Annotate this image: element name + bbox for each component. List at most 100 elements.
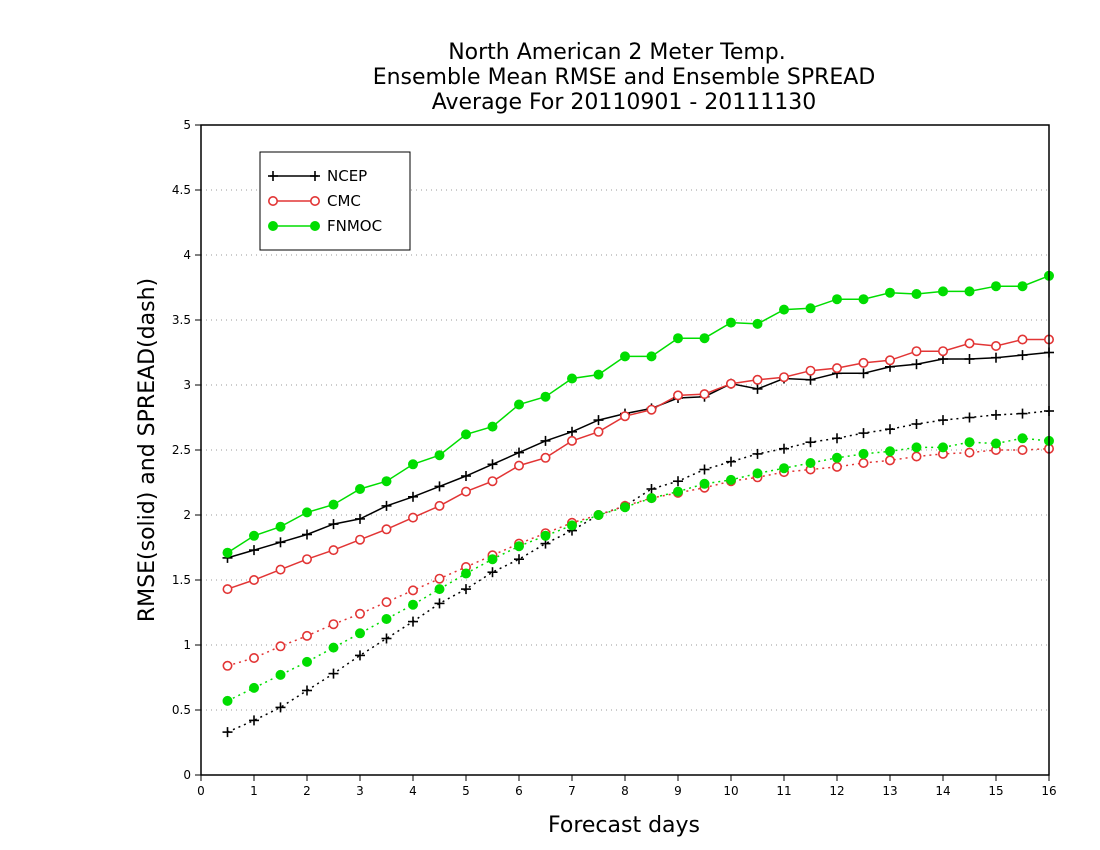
point-cmc-rmse <box>990 340 1001 351</box>
point-fnmoc-spread <box>249 682 259 693</box>
point-ncep-spread <box>381 633 392 644</box>
y-tick-label: 0.5 <box>172 703 191 717</box>
point-fnmoc-rmse <box>249 530 259 541</box>
legend-label-cmc: CMC <box>327 192 361 210</box>
point-fnmoc-rmse <box>222 547 233 558</box>
legend-item-fnmoc: FNMOC <box>268 217 382 235</box>
y-tick-label: 4.5 <box>172 183 191 197</box>
x-tick-label: 8 <box>621 784 629 798</box>
point-cmc-spread <box>328 619 339 630</box>
point-ncep-rmse <box>487 459 498 470</box>
point-fnmoc-spread <box>434 584 445 595</box>
point-fnmoc-spread <box>779 463 789 474</box>
point-cmc-rmse <box>884 355 895 366</box>
point-fnmoc-rmse <box>938 286 948 297</box>
point-cmc-spread <box>301 630 312 641</box>
y-tick-label: 3.5 <box>172 313 191 327</box>
x-tick-label: 7 <box>568 784 576 798</box>
y-tick-label: 0 <box>183 768 191 782</box>
point-ncep-rmse <box>964 354 975 364</box>
point-fnmoc-spread <box>408 599 418 610</box>
point-ncep-rmse <box>249 545 259 556</box>
point-cmc-rmse <box>301 554 312 565</box>
x-tick-label: 2 <box>303 784 311 798</box>
point-cmc-rmse <box>699 389 710 400</box>
point-ncep-spread <box>1017 408 1028 419</box>
point-fnmoc-spread <box>275 669 286 680</box>
point-ncep-spread <box>699 464 710 475</box>
legend-item-ncep: NCEP <box>268 167 367 185</box>
point-fnmoc-rmse <box>381 476 392 487</box>
point-cmc-rmse <box>540 452 551 463</box>
ncep-rmse-line <box>227 351 1050 559</box>
point-fnmoc-rmse <box>275 521 286 532</box>
point-cmc-rmse <box>778 372 789 383</box>
x-tick-label: 11 <box>776 784 791 798</box>
fnmoc-rmse-line <box>227 275 1050 554</box>
cmc-spread-line <box>227 447 1050 667</box>
point-cmc-rmse <box>752 374 763 385</box>
point-fnmoc-spread <box>699 478 710 489</box>
point-ncep-spread <box>911 419 922 429</box>
y-tick-label: 2.5 <box>172 443 191 457</box>
point-cmc-spread <box>434 573 445 584</box>
point-ncep-rmse <box>381 500 392 511</box>
point-fnmoc-spread <box>222 695 233 706</box>
point-cmc-spread <box>407 585 418 596</box>
legend-item-cmc: CMC <box>267 192 361 210</box>
y-tick-label: 4 <box>183 248 191 262</box>
x-tick-label: 0 <box>197 784 205 798</box>
point-cmc-spread <box>1017 444 1028 455</box>
point-fnmoc-rmse <box>726 317 736 328</box>
point-fnmoc-rmse <box>858 294 869 305</box>
y-tick-label: 2 <box>183 508 191 522</box>
point-cmc-rmse <box>407 512 418 523</box>
x-tick-label: 10 <box>723 784 738 798</box>
point-fnmoc-rmse <box>885 287 895 298</box>
point-ncep-spread <box>805 437 816 448</box>
point-ncep-spread <box>646 484 657 494</box>
point-ncep-spread <box>673 476 683 487</box>
x-tick-label: 14 <box>935 784 950 798</box>
point-cmc-rmse <box>513 460 524 471</box>
point-cmc-spread <box>858 457 869 468</box>
x-tick-label: 16 <box>1041 784 1056 798</box>
y-tick-label: 5 <box>183 118 191 132</box>
point-cmc-spread <box>275 641 286 652</box>
point-cmc-spread <box>831 461 842 472</box>
point-cmc-rmse <box>275 564 286 575</box>
point-fnmoc-spread <box>938 442 948 453</box>
x-axis-title: Forecast days <box>548 813 700 838</box>
point-ncep-spread <box>726 456 736 467</box>
point-fnmoc-spread <box>885 446 895 457</box>
point-fnmoc-spread <box>381 614 392 624</box>
chart-title: North American 2 Meter Temp. Ensemble Me… <box>373 40 876 115</box>
point-ncep-spread <box>461 584 471 595</box>
point-fnmoc-rmse <box>752 318 763 329</box>
point-fnmoc-rmse <box>832 294 842 305</box>
point-legend-fnmoc-end <box>310 221 320 231</box>
point-fnmoc-rmse <box>646 351 657 362</box>
point-ncep-rmse <box>355 513 365 524</box>
point-fnmoc-spread <box>646 493 657 504</box>
x-tick-label: 3 <box>356 784 364 798</box>
point-legend-ncep-start <box>268 171 278 181</box>
point-fnmoc-rmse <box>461 429 471 440</box>
point-cmc-spread <box>911 451 922 462</box>
point-fnmoc-rmse <box>964 286 975 297</box>
legend-label-ncep: NCEP <box>327 167 367 185</box>
point-cmc-rmse <box>460 486 471 497</box>
point-fnmoc-rmse <box>487 421 498 432</box>
point-fnmoc-spread <box>514 541 524 552</box>
point-ncep-spread <box>858 428 869 439</box>
x-axis: 0 1 2 3 4 5 6 7 8 9 10 11 12 13 14 15 16 <box>197 775 1057 798</box>
point-legend-cmc-start <box>267 196 278 207</box>
point-ncep-spread <box>885 424 895 435</box>
point-ncep-spread <box>355 650 365 661</box>
point-fnmoc-rmse <box>355 484 365 494</box>
point-fnmoc-rmse <box>673 333 683 344</box>
point-ncep-spread <box>249 715 259 726</box>
point-fnmoc-rmse <box>567 373 577 384</box>
point-fnmoc-spread <box>726 474 736 485</box>
point-fnmoc-spread <box>964 437 975 448</box>
